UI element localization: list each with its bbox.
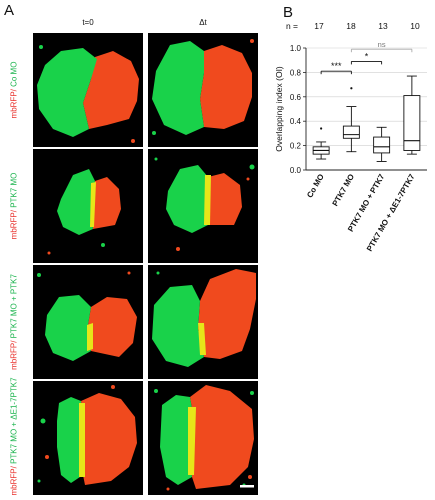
micrograph-row2-t0 xyxy=(33,149,143,263)
green-tissue-region xyxy=(166,165,208,233)
x-category-label: PTK7 MO xyxy=(331,173,357,208)
scale-bar xyxy=(240,485,254,488)
cell-speck xyxy=(45,455,49,459)
cell-speck xyxy=(166,487,170,491)
y-tick-label: 0.4 xyxy=(290,117,302,126)
row-label-stain: mbRFP/ xyxy=(9,466,18,496)
row-label-1: mbRFP/ Co MO xyxy=(8,33,20,148)
micrograph-row4-delta-t xyxy=(148,381,258,495)
cell-speck xyxy=(47,251,51,255)
row-label-stain: mbRFP/ xyxy=(9,340,18,370)
red-tissue-region xyxy=(83,51,139,129)
box-iqr xyxy=(342,125,360,139)
significance-label: *** xyxy=(331,61,342,71)
red-tissue-region xyxy=(206,173,242,225)
cell-speck xyxy=(156,271,160,275)
green-tissue-region xyxy=(37,48,97,137)
cell-speck xyxy=(154,389,158,393)
y-tick-label: 0.0 xyxy=(290,166,302,175)
overlap-region xyxy=(79,403,85,477)
row-label-condition: PTK7 MO + PTK7 xyxy=(9,274,18,341)
cell-speck xyxy=(37,479,41,483)
green-tissue-region xyxy=(160,395,194,485)
red-tissue-region xyxy=(190,385,254,489)
row-label-3: mbRFP/ PTK7 MO + PTK7 xyxy=(8,265,20,380)
cell-speck xyxy=(250,39,254,43)
micrograph-row3-delta-t xyxy=(148,265,258,379)
red-tissue-region xyxy=(200,45,252,129)
cell-speck xyxy=(249,164,255,170)
red-tissue-region xyxy=(198,269,256,359)
cell-speck xyxy=(152,131,156,135)
n-value-ptk7-mo: 18 xyxy=(346,21,356,31)
cell-speck xyxy=(37,273,41,277)
green-tissue-region xyxy=(152,285,204,367)
micrograph-row4-t0 xyxy=(33,381,143,495)
micrograph-row3-t0 xyxy=(33,265,143,379)
overlap-region xyxy=(198,323,206,355)
green-tissue-region xyxy=(45,295,91,361)
overlap-region xyxy=(204,175,211,225)
row-label-stain: mbRFP/ xyxy=(9,210,18,240)
x-category-label: Co MO xyxy=(305,173,326,200)
panel-a-letter: A xyxy=(4,2,15,19)
overlap-region xyxy=(188,407,196,475)
outlier-point xyxy=(350,87,353,90)
red-tissue-region xyxy=(81,393,137,485)
column-title-delta-t: Δt xyxy=(199,18,207,27)
cell-speck xyxy=(39,45,43,49)
green-tissue-region xyxy=(57,397,83,483)
row-label-4: mbRFP/ PTK7 MO + ΔE1-7PTK7 xyxy=(8,377,20,496)
cell-speck xyxy=(127,271,131,275)
cell-speck xyxy=(40,418,46,424)
cell-speck xyxy=(248,475,252,479)
n-value-ptk7-mo-ptk7: 13 xyxy=(378,21,388,31)
box-plot-chart: 0.0 0.2 0.4 0.6 0.8 1.0 Overlapping index (OI)… xyxy=(274,40,427,253)
box-iqr xyxy=(373,136,391,154)
cell-speck xyxy=(176,247,180,251)
cell-speck xyxy=(101,243,105,247)
micrograph-row1-t0 xyxy=(33,33,143,147)
cell-speck xyxy=(154,157,158,161)
y-tick-label: 1.0 xyxy=(290,44,302,53)
significance-label: * xyxy=(365,51,369,61)
micrograph-row2-delta-t xyxy=(148,149,258,263)
green-tissue-region xyxy=(152,41,204,135)
y-tick-label: 0.8 xyxy=(290,68,302,77)
n-value-ptk7-mo-de1-7ptk7: 10 xyxy=(410,21,420,31)
row-label-stain: mbRFP/ xyxy=(9,89,18,119)
row-label-condition: PTK7 MO xyxy=(9,172,18,210)
column-title-t0: t=0 xyxy=(82,18,94,27)
cell-speck xyxy=(131,139,135,143)
red-tissue-region xyxy=(87,297,137,357)
overlap-region xyxy=(90,182,96,227)
panel-b-letter: B xyxy=(283,4,294,21)
micrograph-row1-delta-t xyxy=(148,33,258,147)
box-iqr xyxy=(403,95,421,151)
cell-speck xyxy=(250,391,254,395)
outlier-point xyxy=(320,127,323,130)
n-value-co-mo: 17 xyxy=(314,21,324,31)
green-tissue-region xyxy=(57,169,95,235)
row-label-condition: PTK7 MO + ΔE1-7PTK7 xyxy=(9,377,18,467)
overlap-region xyxy=(87,323,93,351)
n-equals-label: n = xyxy=(285,21,299,31)
y-tick-label: 0.2 xyxy=(290,142,302,151)
row-label-2: mbRFP/ PTK7 MO xyxy=(8,149,20,264)
cell-speck xyxy=(246,177,250,181)
significance-label: ns xyxy=(378,40,386,49)
y-tick-label: 0.6 xyxy=(290,93,302,102)
row-label-condition: Co MO xyxy=(9,61,18,90)
red-tissue-region xyxy=(91,177,121,229)
cell-speck xyxy=(111,385,115,389)
y-axis-label: Overlapping index (OI) xyxy=(274,66,284,152)
